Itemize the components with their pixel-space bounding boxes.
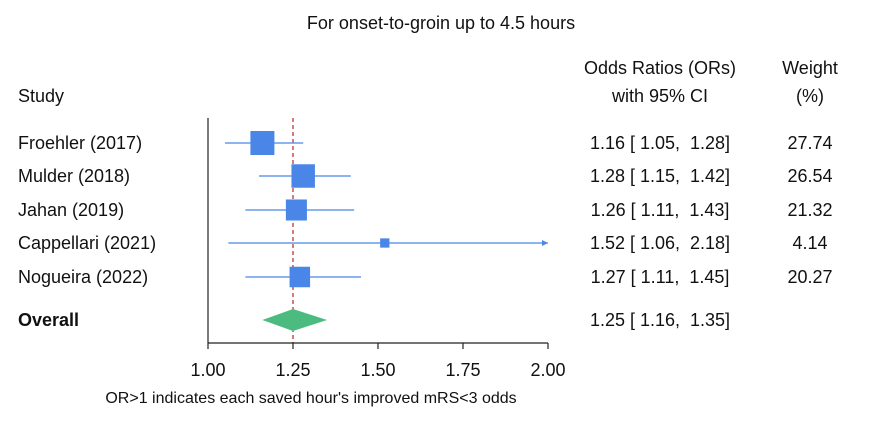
study-marker [285, 199, 307, 221]
study-marker [250, 131, 275, 155]
x-axis-label: OR>1 indicates each saved hour's improve… [105, 390, 517, 407]
study-or-ci: 1.26 [ 1.11, 1.43] [590, 200, 730, 220]
x-tick-label: 1.25 [275, 360, 311, 380]
study-marker [380, 238, 390, 248]
chart-title: For onset-to-groin up to 4.5 hours [306, 13, 576, 33]
study-column-header: Study [18, 86, 65, 106]
study-weight: 27.74 [787, 133, 833, 153]
overall-or-ci: 1.25 [ 1.16, 1.35] [589, 310, 731, 330]
overall-diamond [262, 309, 327, 331]
x-tick-label: 1.75 [445, 360, 481, 380]
study-marker [291, 164, 315, 188]
study-weight: 21.32 [787, 200, 833, 220]
weight-column-header-line1: Weight [782, 58, 838, 78]
study-weight: 20.27 [787, 267, 833, 287]
or-column-header-line1: Odds Ratios (ORs) [583, 58, 737, 78]
x-tick-label: 1.00 [190, 360, 226, 380]
study-marker [289, 266, 311, 288]
study-weight: 4.14 [792, 233, 828, 253]
study-or-ci: 1.28 [ 1.15, 1.42] [589, 166, 731, 186]
study-name: Jahan (2019) [18, 200, 125, 220]
study-name: Nogueira (2022) [18, 267, 149, 287]
study-name: Froehler (2017) [18, 133, 143, 153]
study-or-ci: 1.27 [ 1.11, 1.45] [590, 267, 730, 287]
or-column-header-line2: with 95% CI [611, 86, 709, 106]
study-weight: 26.54 [787, 166, 833, 186]
weight-column-header-line2: (%) [796, 86, 824, 106]
ci-arrow [542, 240, 548, 246]
x-tick-label: 1.50 [360, 360, 396, 380]
study-or-ci: 1.16 [ 1.05, 1.28] [589, 133, 731, 153]
study-or-ci: 1.52 [ 1.06, 2.18] [589, 233, 731, 253]
study-name: Mulder (2018) [18, 166, 131, 186]
x-tick-label: 2.00 [530, 360, 566, 380]
overall-label: Overall [18, 310, 80, 330]
study-name: Cappellari (2021) [18, 233, 157, 253]
